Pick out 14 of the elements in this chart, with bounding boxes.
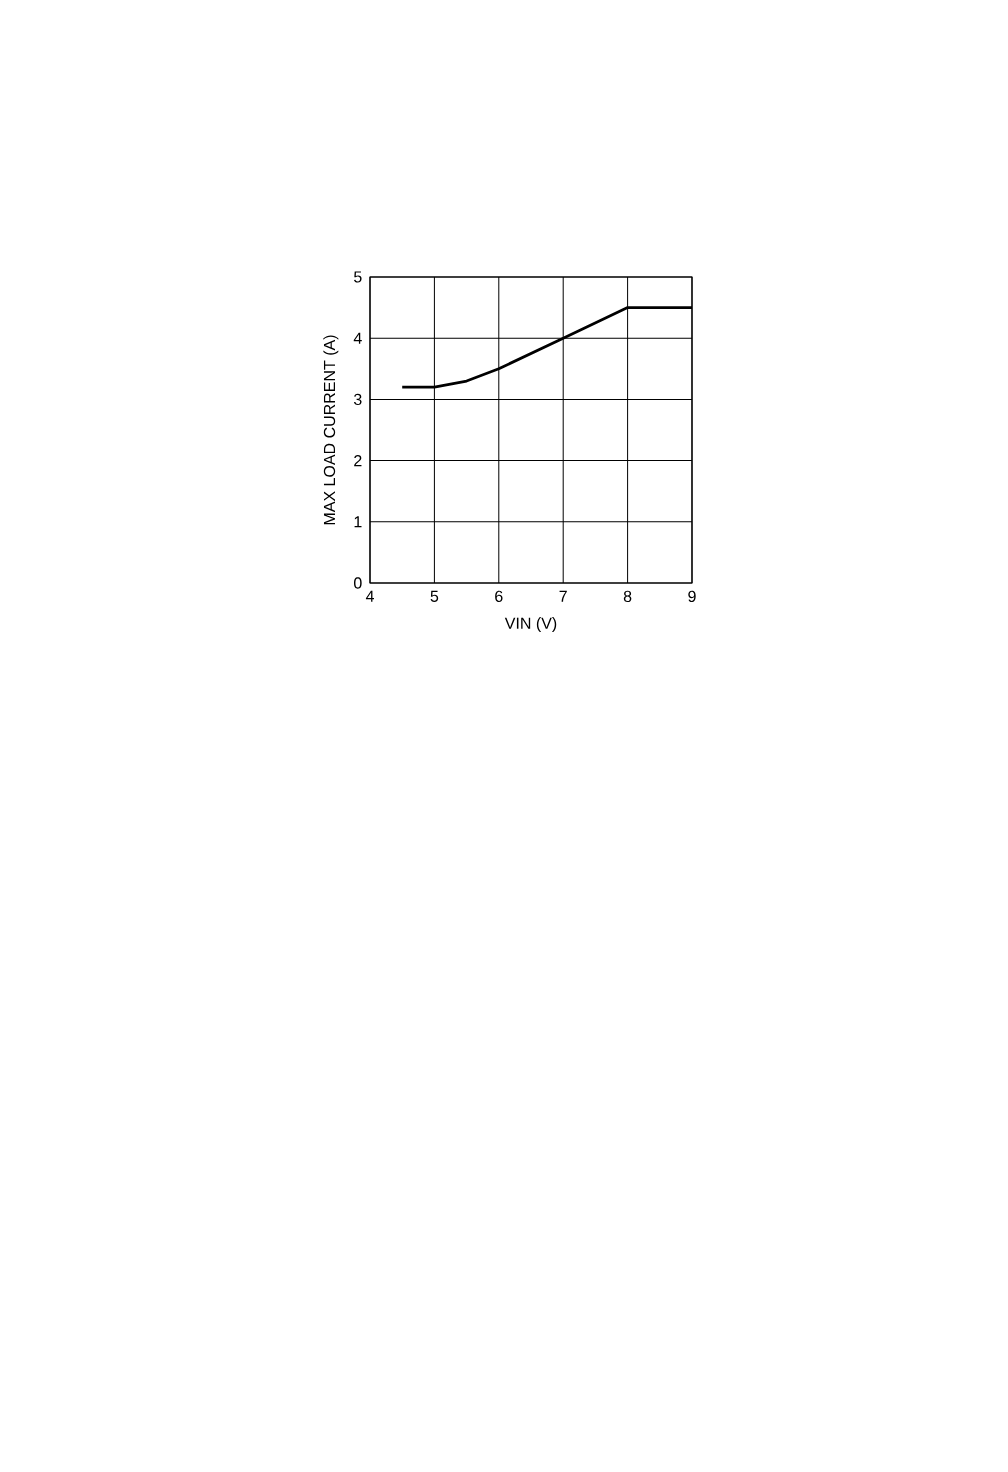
y-tick-label: 5 xyxy=(354,271,362,283)
y-tick-label: 4 xyxy=(353,332,362,344)
x-axis-title: VIN (V) xyxy=(504,617,557,633)
y-tick-label: 0 xyxy=(354,577,362,589)
y-tick-label: 2 xyxy=(354,455,362,467)
x-tick-label: 8 xyxy=(623,590,632,603)
x-tick-label: 6 xyxy=(495,590,503,603)
y-tick-label: 1 xyxy=(354,516,362,528)
x-tick-label: 9 xyxy=(688,590,696,603)
x-tick-label: 4 xyxy=(365,590,374,602)
x-tick-label: 5 xyxy=(430,590,439,602)
y-axis-title: MAX LOAD CURRENT (A) xyxy=(323,335,339,525)
y-tick-label: 3 xyxy=(353,393,362,406)
x-tick-label: 7 xyxy=(559,590,567,602)
